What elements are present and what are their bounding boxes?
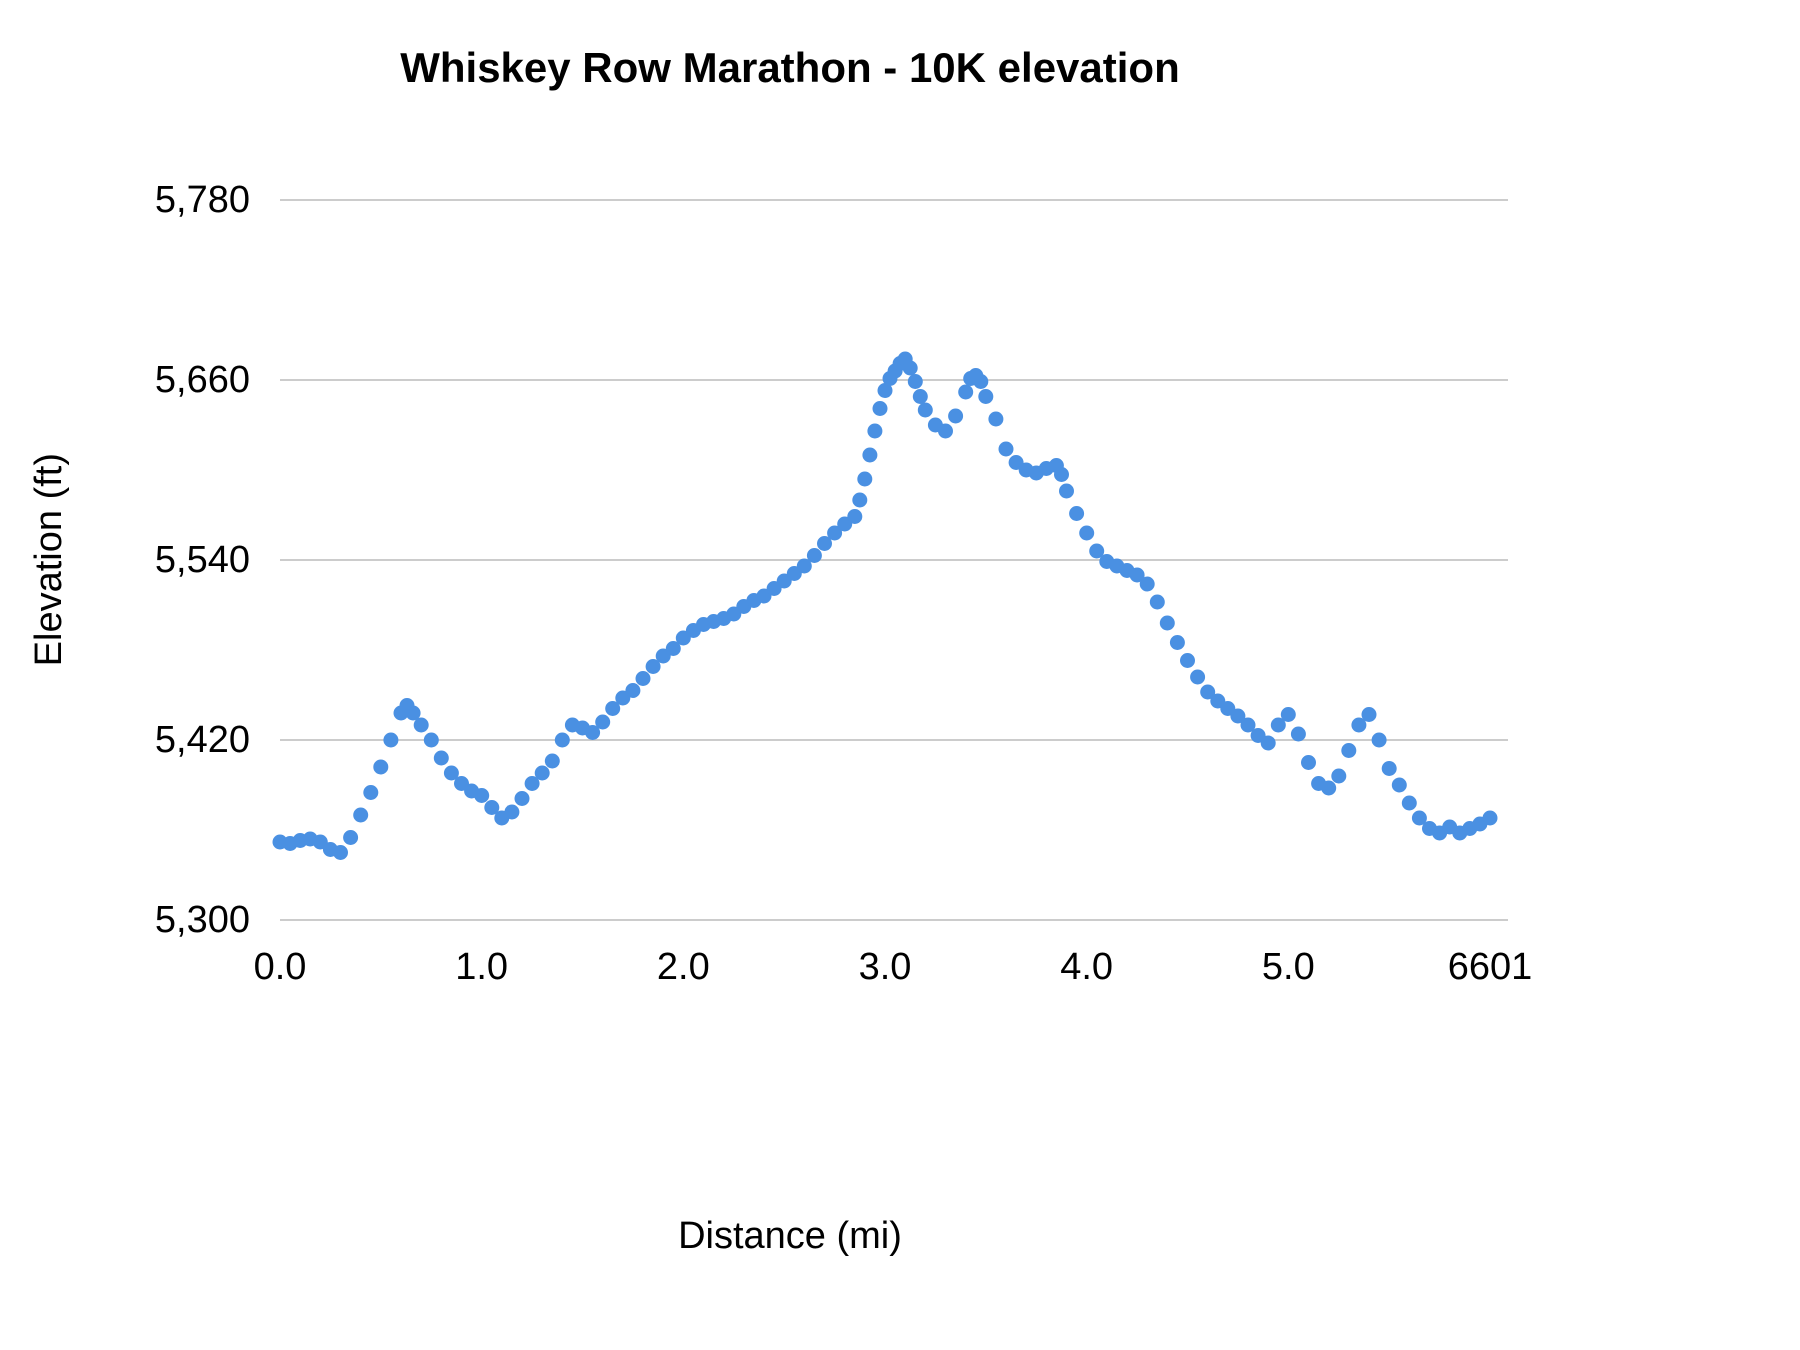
data-point (625, 683, 641, 698)
y-tick-label: 5,420 (154, 719, 250, 761)
y-tick-label: 5,780 (154, 179, 250, 221)
data-point (938, 423, 953, 439)
x-tick-label: 2.0 (656, 946, 710, 988)
data-point (907, 374, 923, 389)
data-point (534, 765, 550, 781)
data-point (852, 492, 868, 508)
data-point (605, 701, 621, 716)
data-point (902, 360, 918, 376)
data-point (433, 750, 449, 766)
data-point (514, 791, 530, 806)
x-tick-label: 3.0 (858, 946, 912, 988)
data-point (1079, 525, 1095, 541)
gridline (280, 739, 1508, 741)
x-tick-label: 5.0 (1261, 946, 1315, 988)
data-point (1371, 732, 1387, 748)
data-point (343, 830, 359, 845)
data-point (504, 804, 520, 820)
data-point (872, 401, 888, 416)
data-point (405, 705, 421, 721)
scatter-plot-area (272, 351, 1498, 860)
data-point (554, 732, 570, 748)
chart-title: Whiskey Row Marathon - 10K elevation (400, 44, 1180, 91)
data-point (1411, 810, 1427, 826)
data-point (917, 402, 933, 418)
data-point (817, 536, 832, 551)
gridline (280, 919, 1508, 921)
data-point (1401, 795, 1417, 811)
gridline (280, 559, 1508, 561)
data-point (1169, 635, 1185, 650)
data-point (383, 732, 399, 748)
data-point (1129, 567, 1145, 583)
data-point (1054, 467, 1069, 482)
data-point (973, 374, 989, 389)
x-tick-label: 6601 (1447, 946, 1533, 988)
x-tick-label: 0.0 (253, 946, 307, 988)
data-point (1069, 506, 1085, 521)
data-point (353, 807, 369, 823)
data-point (1361, 707, 1377, 722)
data-point (1321, 780, 1337, 796)
x-tick-label: 4.0 (1060, 946, 1114, 988)
data-point (1482, 810, 1498, 826)
data-point (1089, 543, 1105, 559)
data-point (443, 765, 459, 781)
data-point (1341, 743, 1357, 758)
data-point (1149, 594, 1165, 610)
data-point (1240, 717, 1256, 733)
data-point (988, 411, 1004, 427)
gridline (280, 199, 1508, 201)
data-point (958, 384, 974, 400)
data-point (585, 725, 601, 740)
data-point (1159, 615, 1175, 631)
data-point (373, 759, 389, 775)
y-tick-label: 5,300 (154, 899, 250, 941)
data-point (998, 441, 1014, 457)
data-point (796, 558, 812, 574)
data-point (912, 389, 928, 404)
y-tick-label: 5,540 (154, 539, 250, 581)
data-point (847, 509, 863, 524)
data-point (857, 471, 873, 487)
data-point (1230, 708, 1246, 724)
data-point (1270, 717, 1286, 733)
data-point (484, 800, 500, 815)
y-tick-label: 5,660 (154, 359, 250, 401)
data-point (1381, 761, 1397, 776)
data-point (474, 788, 490, 803)
data-point (363, 785, 379, 800)
data-point (1139, 576, 1155, 592)
data-point (1190, 669, 1206, 685)
data-point (645, 659, 661, 674)
data-point (1260, 735, 1276, 751)
data-point (827, 525, 843, 541)
x-tick-label: 1.0 (455, 946, 509, 988)
data-point (333, 845, 348, 860)
data-point (524, 776, 540, 791)
data-point (595, 714, 611, 730)
data-point (1331, 768, 1347, 784)
data-point (948, 408, 964, 424)
data-point (1351, 717, 1367, 733)
data-point (1280, 707, 1296, 722)
data-point (1290, 726, 1306, 742)
data-point (1301, 755, 1316, 770)
data-point (544, 753, 560, 769)
x-axis-title: Distance (mi) (678, 1215, 902, 1257)
data-point (862, 447, 878, 463)
data-point (635, 671, 651, 686)
data-point (806, 548, 822, 563)
data-point (1059, 483, 1074, 499)
data-point (423, 732, 439, 748)
data-point (413, 717, 429, 733)
data-point (665, 641, 681, 656)
data-point (1391, 777, 1407, 793)
data-point (1180, 653, 1195, 668)
data-point (877, 383, 893, 398)
data-point (1200, 684, 1216, 700)
data-point (978, 389, 994, 404)
data-point (867, 423, 883, 439)
